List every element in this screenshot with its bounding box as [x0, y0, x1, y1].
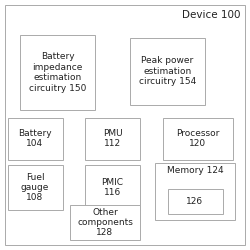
Bar — [130, 38, 205, 105]
Text: Memory 124: Memory 124 — [167, 166, 223, 175]
Bar — [20, 35, 95, 110]
Text: Processor
120: Processor 120 — [176, 129, 219, 148]
Bar — [85, 165, 140, 210]
Bar — [8, 165, 62, 210]
Text: Peak power
estimation
circuitry 154: Peak power estimation circuitry 154 — [139, 56, 196, 86]
Bar — [168, 189, 222, 214]
Text: Device 100: Device 100 — [182, 10, 240, 20]
Text: Battery
impedance
estimation
circuitry 150: Battery impedance estimation circuitry 1… — [29, 52, 86, 92]
Text: PMIC
116: PMIC 116 — [102, 178, 124, 197]
Text: Other
components
128: Other components 128 — [77, 208, 133, 238]
Text: Fuel
gauge
108: Fuel gauge 108 — [21, 172, 49, 203]
Bar — [85, 118, 140, 160]
Text: Battery
104: Battery 104 — [18, 129, 52, 148]
Bar — [70, 205, 140, 240]
Text: PMU
112: PMU 112 — [103, 129, 122, 148]
Bar — [8, 118, 62, 160]
Bar — [155, 162, 235, 220]
Bar — [162, 118, 232, 160]
Text: 126: 126 — [186, 197, 204, 206]
